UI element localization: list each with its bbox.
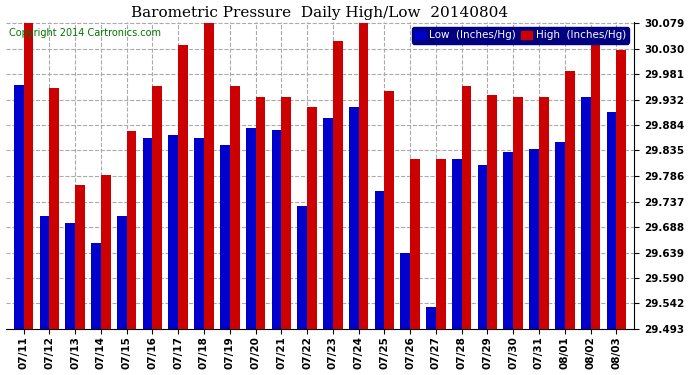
Bar <box>117 216 127 329</box>
Bar <box>581 97 591 329</box>
Text: Copyright 2014 Cartronics.com: Copyright 2014 Cartronics.com <box>9 28 161 38</box>
Bar <box>323 117 333 329</box>
Bar <box>152 86 162 329</box>
Bar <box>271 129 282 329</box>
Bar <box>246 128 255 329</box>
Legend: Low  (Inches/Hg), High  (Inches/Hg): Low (Inches/Hg), High (Inches/Hg) <box>411 27 629 44</box>
Bar <box>565 70 575 329</box>
Bar <box>178 45 188 329</box>
Bar <box>504 152 513 329</box>
Bar <box>462 86 471 329</box>
Bar <box>375 190 384 329</box>
Bar <box>255 97 266 329</box>
Bar <box>452 159 462 329</box>
Bar <box>66 224 75 329</box>
Bar <box>50 88 59 329</box>
Bar <box>477 165 487 329</box>
Bar <box>591 34 600 329</box>
Bar <box>349 107 359 329</box>
Bar <box>194 138 204 329</box>
Bar <box>400 253 410 329</box>
Bar <box>384 92 394 329</box>
Bar <box>487 94 497 329</box>
Bar <box>529 149 539 329</box>
Bar <box>282 97 291 329</box>
Bar <box>75 185 85 329</box>
Bar <box>539 97 549 329</box>
Bar <box>359 23 368 329</box>
Bar <box>143 138 152 329</box>
Bar <box>14 85 23 329</box>
Bar <box>23 23 33 329</box>
Bar <box>616 50 626 329</box>
Bar <box>220 145 230 329</box>
Bar <box>333 41 343 329</box>
Bar <box>555 141 565 329</box>
Bar <box>297 206 307 329</box>
Bar <box>436 159 446 329</box>
Title: Barometric Pressure  Daily High/Low  20140804: Barometric Pressure Daily High/Low 20140… <box>131 6 509 20</box>
Bar <box>607 112 616 329</box>
Bar <box>204 23 214 329</box>
Bar <box>307 107 317 329</box>
Bar <box>513 97 523 329</box>
Bar <box>39 216 50 329</box>
Bar <box>426 307 436 329</box>
Bar <box>168 135 178 329</box>
Bar <box>410 159 420 329</box>
Bar <box>230 86 239 329</box>
Bar <box>127 131 137 329</box>
Bar <box>91 243 101 329</box>
Bar <box>101 175 110 329</box>
